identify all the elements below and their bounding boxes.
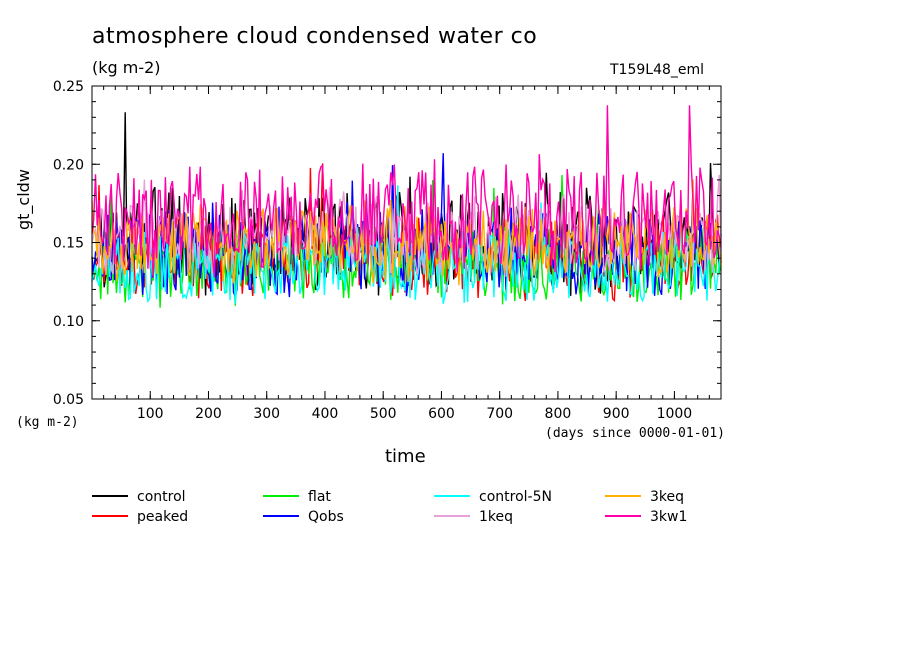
x-axis-unit: (days since 0000-01-01): [545, 426, 726, 441]
x-tick-label: 600: [428, 406, 455, 422]
run-name: T159L48_eml: [610, 62, 705, 78]
series-line-control-5N: [91, 185, 722, 304]
chart-unit: (kg m-2): [92, 58, 161, 77]
x-tick-label: 1000: [657, 406, 693, 422]
legend-label-control: control: [137, 489, 186, 505]
x-tick-label: 200: [195, 406, 222, 422]
legend-label-3keq: 3keq: [650, 489, 684, 505]
legend-label-1keq: 1keq: [479, 509, 513, 525]
legend-label-Qobs: Qobs: [308, 509, 344, 525]
chart-title: atmosphere cloud condensed water co: [92, 24, 538, 49]
series-line-3kw1: [91, 105, 722, 278]
x-tick-label: 500: [370, 406, 397, 422]
x-tick-label: 400: [312, 406, 339, 422]
y-tick-label: 0.10: [53, 314, 84, 330]
y-tick-label: 0.05: [53, 392, 84, 408]
legend-label-peaked: peaked: [137, 509, 188, 525]
legend-label-control-5N: control-5N: [479, 489, 552, 505]
y-tick-label: 0.20: [53, 157, 84, 173]
x-tick-label: 800: [545, 406, 572, 422]
x-tick-label: 300: [253, 406, 280, 422]
x-axis-label: time: [385, 446, 426, 467]
y-axis-unit: (kg m-2): [16, 415, 79, 430]
y-tick-label: 0.15: [53, 236, 84, 252]
x-tick-label: 700: [486, 406, 513, 422]
legend-label-flat: flat: [308, 489, 331, 505]
y-tick-label: 0.25: [53, 79, 84, 95]
legend-label-3kw1: 3kw1: [650, 509, 687, 525]
x-tick-label: 900: [603, 406, 630, 422]
x-tick-label: 100: [137, 406, 164, 422]
